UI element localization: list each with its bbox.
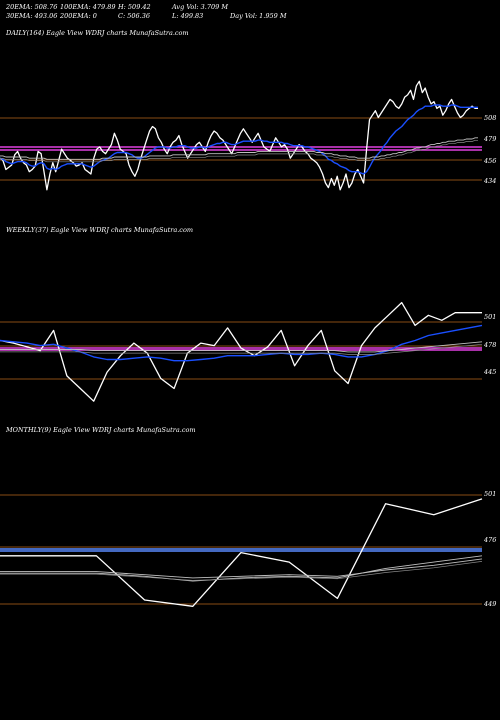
panel1-level-label: 501 [484, 313, 496, 321]
panel1-ema-companion-line [0, 343, 483, 355]
panel0-level-label: 508 [484, 114, 496, 122]
panel0-price-line [0, 80, 478, 191]
panel0-ema-companion-line [0, 139, 478, 163]
panel1-level-label: 445 [483, 368, 496, 376]
high-readout: H: 509.42 [118, 3, 151, 11]
panel2-ema-companion-line [0, 561, 483, 581]
panel1-level-label: 478 [483, 341, 496, 349]
panel2-level-label: 476 [483, 536, 496, 544]
panel0-level-label: 434 [483, 177, 496, 185]
ema200-readout: 200EMA: 0 [60, 12, 97, 20]
dayvol-readout: Day Vol: 1.959 M [230, 12, 287, 20]
avgvol-readout: Avg Vol: 3.709 M [172, 3, 229, 11]
close-readout: C: 506.36 [118, 12, 150, 20]
weekly-panel-label: WEEKLY(37) Eagle View WDRJ charts Munafa… [6, 226, 194, 234]
panel0-level-label: 456 [483, 157, 496, 165]
panel0-ema100-line [0, 137, 478, 160]
panel1-ema20-line [0, 324, 483, 362]
panel2-price-line [0, 498, 483, 607]
panel0-ema20-line [0, 104, 478, 175]
monthly-panel-label: MONTHLY(9) Eagle View WDRJ charts Munafa… [6, 426, 196, 434]
panel2-ema100-line [0, 558, 483, 579]
ema30-readout: 30EMA: 493.06 [6, 12, 58, 20]
daily-panel-label: DAILY(164) Eagle View WDRJ charts Munafa… [6, 29, 189, 37]
panel2-level-label: 501 [484, 490, 496, 498]
panel2-level-label: 449 [483, 600, 496, 608]
ema20-readout: 20EMA: 508.76 [6, 3, 58, 11]
panel0-level-label: 479 [483, 135, 496, 143]
panel2-ema20-line [0, 555, 483, 582]
low-readout: L: 499.83 [172, 12, 204, 20]
panel1-price-line [0, 301, 482, 402]
ema100-readout: 100EMA: 479.89 [60, 3, 116, 11]
panel1-ema100-line [0, 341, 483, 353]
